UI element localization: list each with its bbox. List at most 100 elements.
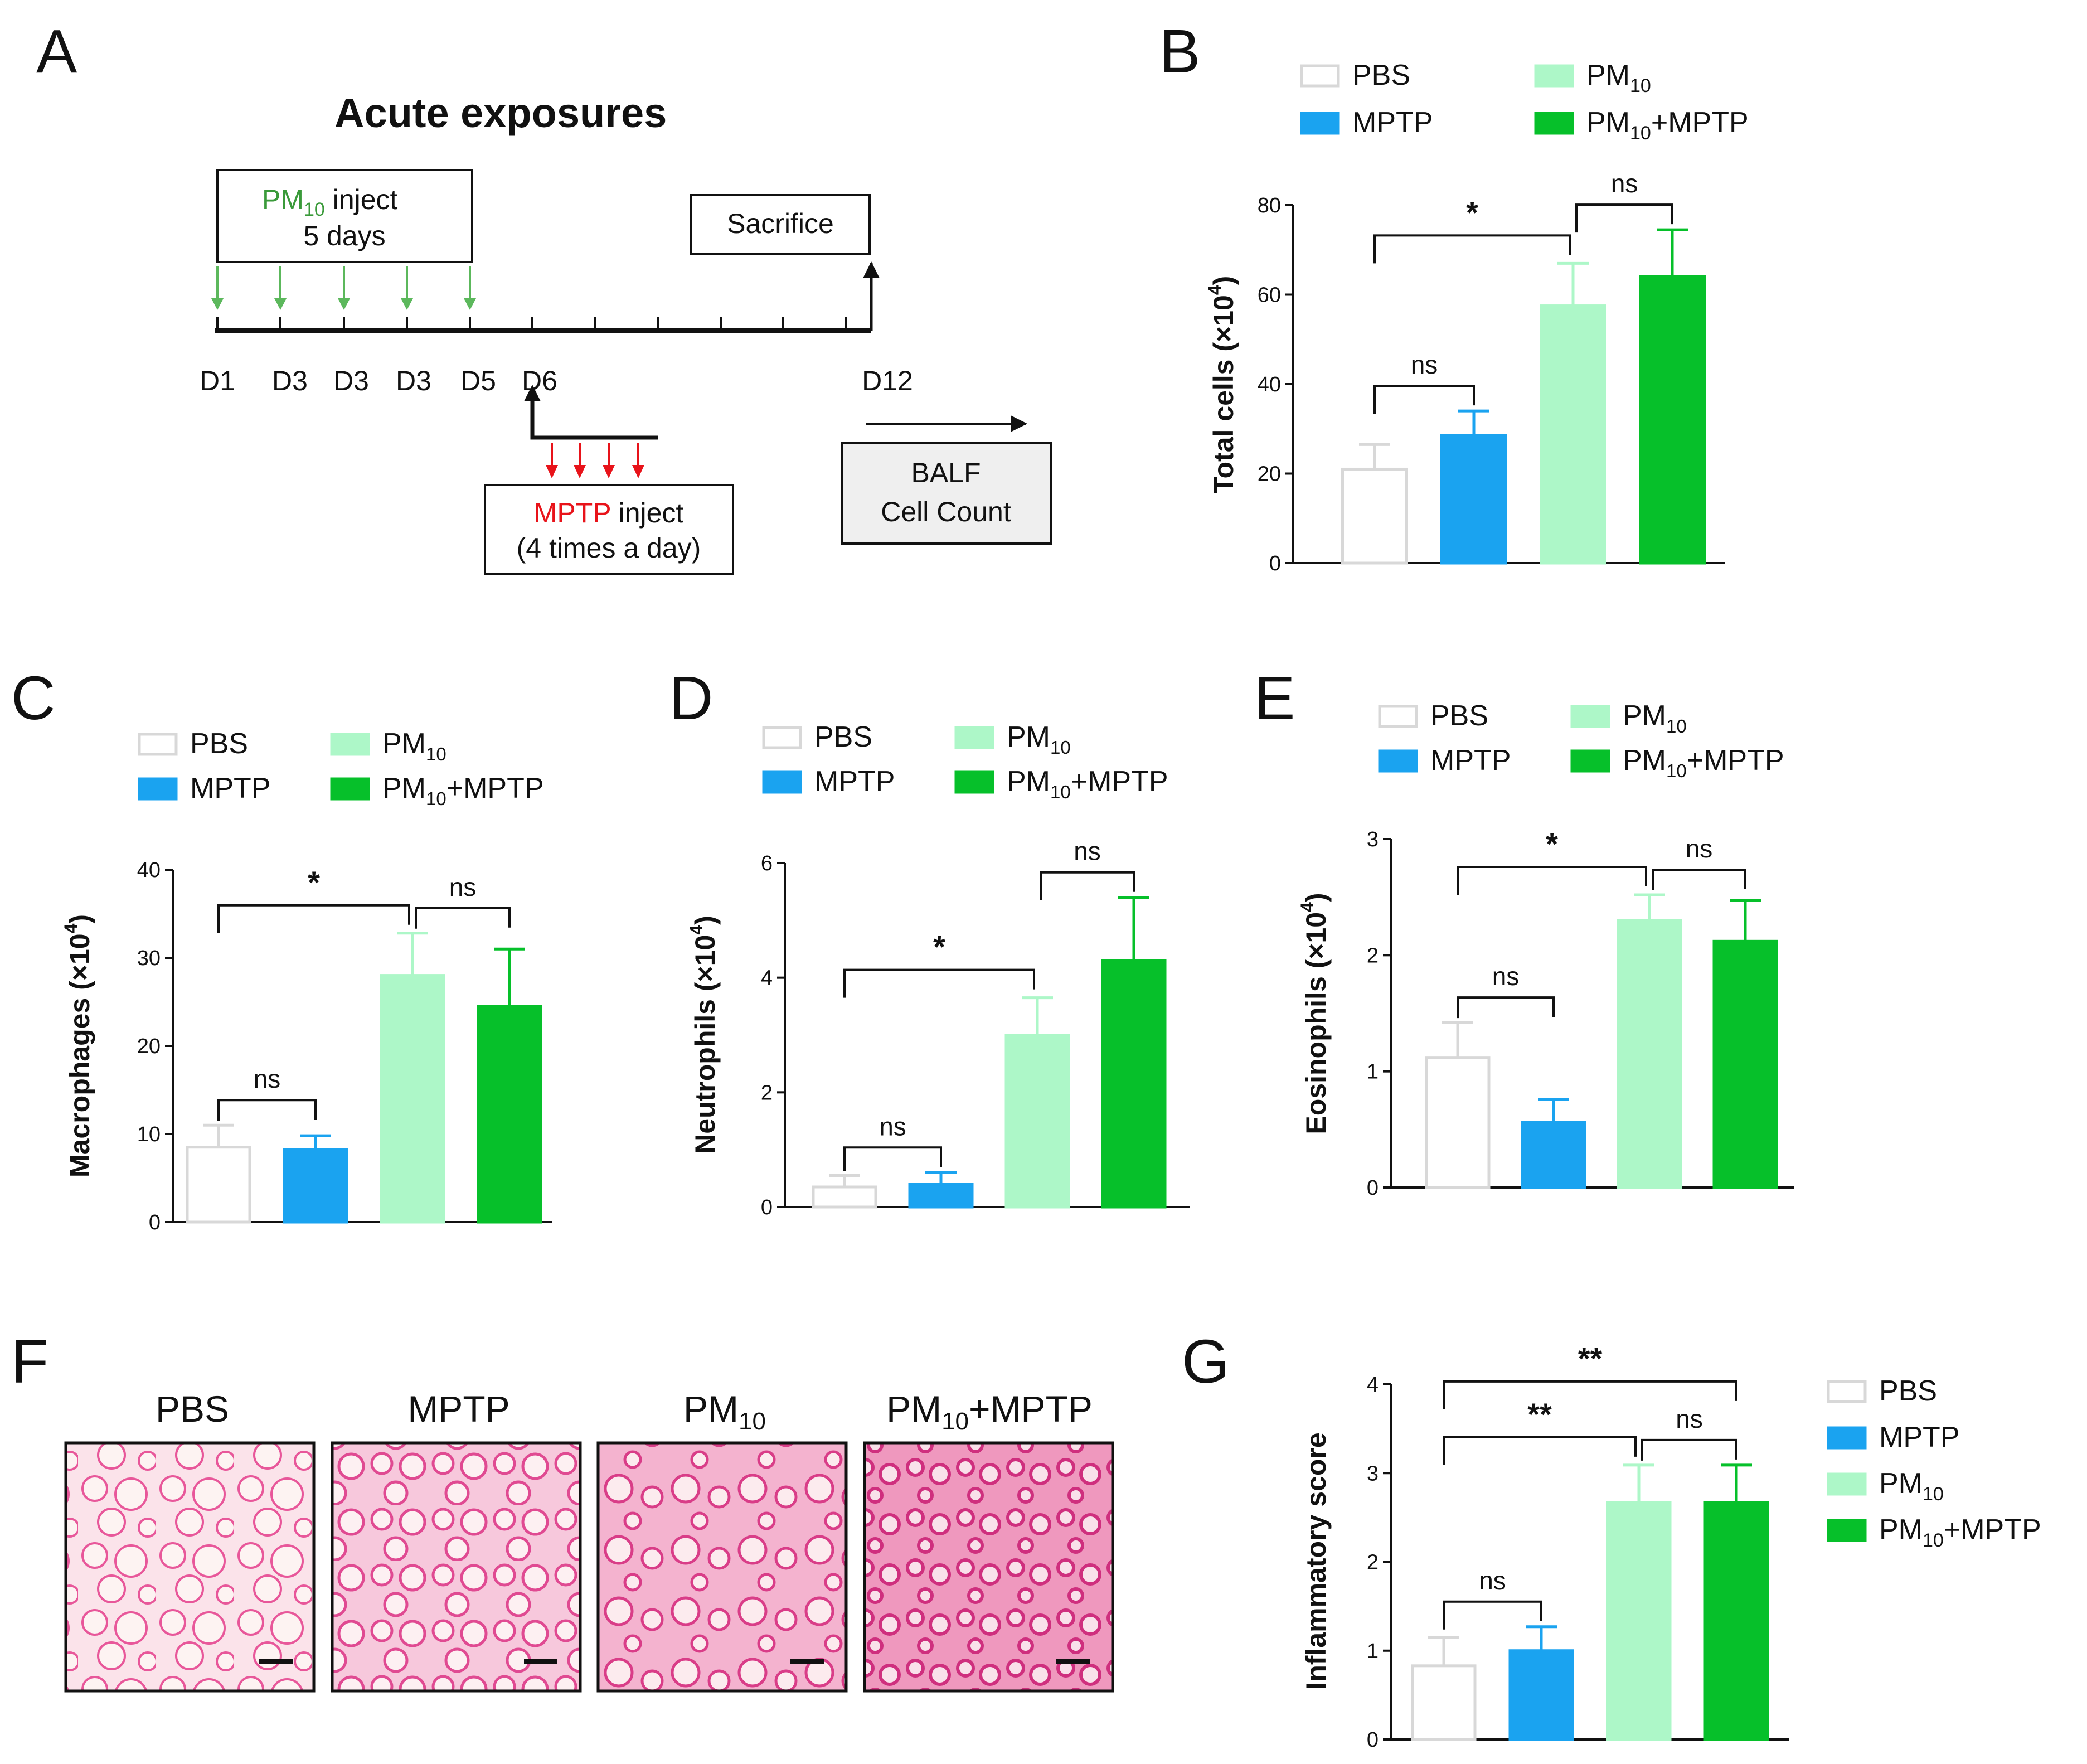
y-tick-label: 80 [1258, 194, 1281, 217]
sig-label: ns [449, 873, 477, 902]
y-axis-label: Inflammatory score [1300, 1432, 1332, 1689]
y-tick-label: 0 [149, 1211, 161, 1234]
histology-image-pbs [64, 1441, 316, 1693]
y-tick-label: 30 [137, 947, 161, 970]
pm-inject-pm: PM [262, 184, 304, 215]
y-tick-label: 0 [1367, 1728, 1379, 1752]
pm-inject-sub: 10 [304, 199, 325, 220]
y-tick-label: 20 [137, 1035, 161, 1058]
legend-swatch-pm10-mptp [954, 770, 994, 794]
timeline-diagram: Acute exposures PM10 inject 5 days Sacri… [200, 90, 1052, 575]
chart-eosinophils: 0 1 2 3 Eosinophils (×104) ns * ns [1297, 826, 1794, 1200]
legend-label-mptp: MPTP [190, 772, 270, 805]
sig-label: ns [1686, 834, 1713, 863]
sig-label: ns [879, 1112, 906, 1141]
legend-label-pm10-mptp: PM10+MPTP [382, 772, 544, 809]
y-tick-label: 2 [761, 1081, 773, 1104]
timeline-title: Acute exposures [334, 90, 667, 136]
chart-total-cells: 0 20 40 60 80 Total cells (×104) ns * ns [1205, 169, 1725, 575]
panel-letter-g: G [1182, 1327, 1230, 1396]
legend-label-pm10: PM10 [1586, 59, 1651, 96]
bar-mptp [1440, 434, 1507, 565]
legend-swatch-mptp [1300, 112, 1340, 135]
legend-swatch-pm10 [1534, 64, 1574, 88]
bar-pm10-mptp [1712, 939, 1778, 1189]
mptp-arrowhead [632, 465, 644, 478]
sig-bracket [1575, 203, 1673, 233]
legend-swatch-mptp [138, 777, 178, 801]
legend-label-pbs: PBS [1879, 1375, 1937, 1407]
legend-g: PBS MPTP PM10 PM10+MPTP [1827, 1375, 2041, 1551]
histology-label-pbs: PBS [156, 1388, 229, 1429]
bar-pm10-mptp [1703, 1501, 1769, 1741]
day-label-d12: D12 [862, 365, 913, 396]
y-tick-label: 40 [137, 859, 161, 882]
legend-swatch-pm10 [330, 733, 370, 756]
sig-label: * [1466, 195, 1478, 230]
histology-label-pm10mptp-suffix: +MPTP [969, 1388, 1093, 1429]
sacrifice-label: Sacrifice [727, 208, 834, 239]
mptp-arrowhead [574, 465, 586, 478]
sig-label: ns [1074, 837, 1101, 866]
legend-c: PBS MPTP PM10 PM10+MPTP [138, 728, 544, 809]
legend-e: PBS MPTP PM10 PM10+MPTP [1378, 700, 1784, 781]
bar-pbs [1341, 467, 1408, 565]
legend-swatch-pbs [138, 733, 178, 756]
pm-inject-days: 5 days [303, 220, 385, 251]
y-tick-label: 20 [1258, 463, 1281, 486]
bar-pm10 [1606, 1501, 1672, 1741]
sig-bracket [1443, 1600, 1542, 1630]
sig-label: ns [254, 1064, 281, 1093]
sig-label: * [933, 929, 945, 965]
legend-label-pm10-mptp: PM10+MPTP [1879, 1514, 2041, 1551]
day-label-d6: D6 [522, 365, 557, 396]
mptp-bracket-arrowhead [524, 385, 541, 401]
legend-swatch-mptp [1378, 749, 1418, 773]
legend-swatch-pbs [1827, 1380, 1867, 1403]
sig-bracket [1457, 996, 1555, 1019]
mptp-bracket [530, 393, 658, 440]
panel-letter-b: B [1159, 17, 1200, 86]
sig-bracket [1443, 1436, 1637, 1465]
sig-label: ns [1676, 1404, 1703, 1433]
mptp-inject-label: MPTP inject [534, 497, 684, 529]
mptp-inject-mptp: MPTP [534, 497, 611, 529]
bar-pm10 [380, 974, 445, 1224]
mptp-inject-times: (4 times a day) [517, 532, 701, 564]
bar-mptp [908, 1183, 974, 1209]
mptp-inject-word: inject [611, 497, 684, 529]
day-label-d3c: D3 [396, 365, 431, 396]
day-label-d3b: D3 [333, 365, 369, 396]
pm-arrowhead [338, 298, 350, 310]
sig-bracket [1652, 869, 1746, 890]
pm-inject-word: inject [325, 184, 398, 215]
bar-pbs [1411, 1664, 1477, 1741]
y-tick-label: 6 [761, 852, 773, 875]
day-label-d5: D5 [460, 365, 496, 396]
sig-label: * [308, 865, 320, 900]
bar-pm10-mptp [1639, 275, 1706, 565]
legend-label-pbs: PBS [814, 721, 872, 753]
legend-label-pm10: PM10 [1007, 721, 1071, 758]
legend-swatch-pm10-mptp [1570, 749, 1610, 773]
sig-label: ns [1479, 1566, 1506, 1595]
panel-letter-d: D [669, 664, 713, 733]
sig-label: ** [1578, 1341, 1603, 1376]
mptp-arrowhead [603, 465, 615, 478]
y-tick-label: 40 [1258, 373, 1281, 396]
panel-letter-c: C [11, 664, 55, 733]
histology-label-pm10mptp-base: PM [886, 1388, 941, 1429]
y-tick-label: 10 [137, 1123, 161, 1146]
pm-arrowhead [274, 298, 287, 310]
legend-label-pm10-mptp: PM10+MPTP [1586, 106, 1749, 144]
legend-label-mptp: MPTP [1879, 1421, 1959, 1453]
panel-letter-a: A [36, 17, 77, 86]
sig-bracket [415, 907, 511, 929]
legend-label-pm10-mptp: PM10+MPTP [1007, 765, 1168, 802]
sacrifice-box [690, 194, 871, 255]
histology-label-pm10-mptp: PM10+MPTP [886, 1388, 1093, 1435]
pm-inject-box [216, 169, 473, 263]
histology-label-pm10-base: PM [683, 1388, 739, 1429]
legend-label-pm10: PM10 [1623, 700, 1687, 736]
